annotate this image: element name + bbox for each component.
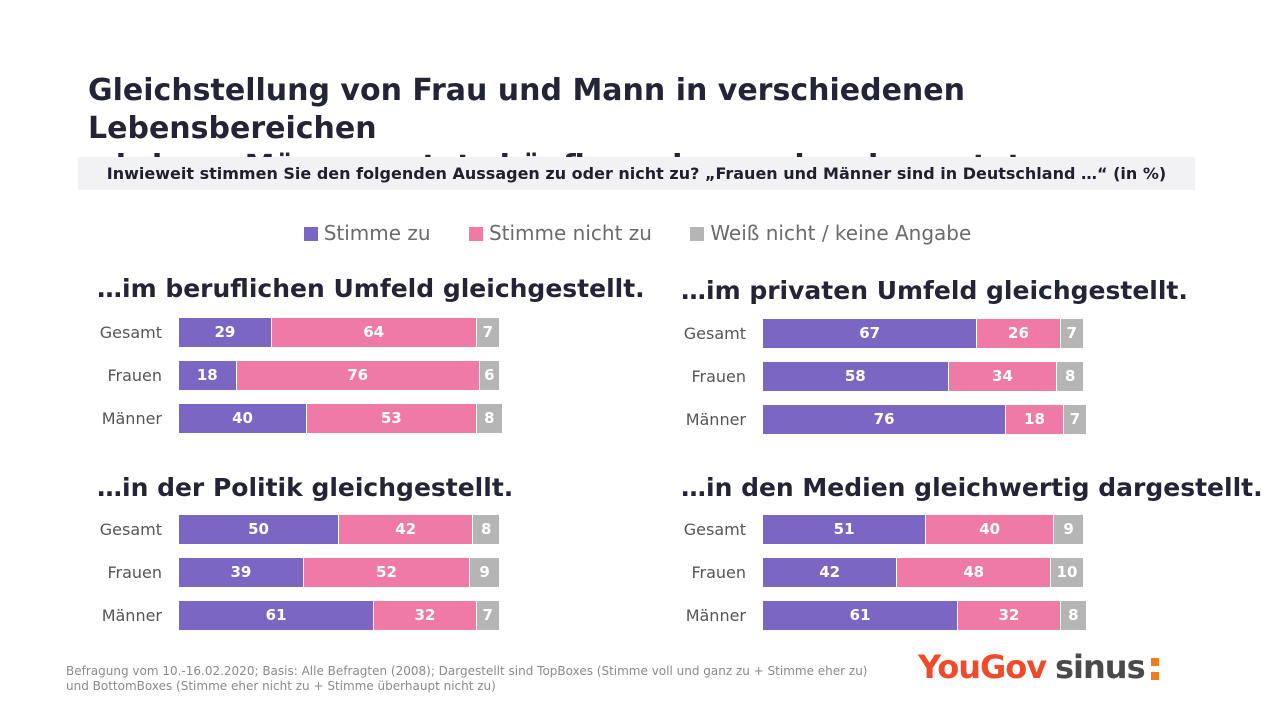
bar-segment-disagree: 40 [926, 515, 1055, 544]
question-text: Inwieweit stimmen Sie den folgenden Auss… [106, 164, 1167, 183]
bar-segment-disagree: 48 [897, 558, 1051, 587]
legend-item-disagree: Stimme nicht zu [468, 220, 652, 245]
category-label: Frauen [691, 563, 746, 582]
bar-row: 61 32 8 [763, 601, 1087, 630]
category-label: Frauen [107, 563, 162, 582]
bar-segment-unknown: 7 [1063, 405, 1087, 434]
legend: Stimme zu Stimme nicht zu Weiß nicht / k… [0, 219, 1275, 245]
footnote-line-2: und BottomBoxes (Stimme eher nicht zu + … [66, 679, 496, 693]
bar-segment-agree: 61 [763, 601, 959, 630]
category-label: Männer [685, 606, 746, 625]
bar-row: 61 32 7 [179, 601, 499, 630]
bar-segment-agree: 51 [763, 515, 927, 544]
bar-segment-agree: 58 [763, 362, 949, 391]
bar-row: 29 64 7 [179, 318, 499, 347]
bar-segment-unknown: 8 [476, 404, 503, 433]
bar-row: 58 34 8 [763, 362, 1083, 391]
bar-segment-disagree: 76 [236, 361, 480, 390]
bar-segment-unknown: 7 [1060, 319, 1083, 348]
sinus-logo-dot-top [1151, 658, 1159, 666]
bar-segment-agree: 40 [179, 404, 307, 433]
legend-swatch-disagree [468, 226, 483, 241]
legend-label-agree: Stimme zu [323, 220, 431, 245]
bar-segment-disagree: 64 [271, 318, 477, 347]
bar-segment-unknown: 8 [1060, 601, 1087, 630]
bar-segment-disagree: 32 [374, 601, 477, 630]
bar-segment-agree: 50 [179, 515, 339, 544]
bar-segment-agree: 29 [179, 318, 272, 347]
legend-item-unknown: Weiß nicht / keine Angabe [690, 221, 971, 245]
bar-segment-disagree: 52 [303, 558, 471, 587]
bar-row: 42 48 10 [763, 558, 1083, 587]
bar-segment-disagree: 34 [948, 362, 1058, 391]
bar-segment-unknown: 7 [476, 318, 499, 347]
panel-title-2: …in der Politik gleichgestellt. [97, 473, 514, 502]
bar-segment-disagree: 53 [307, 404, 477, 433]
bar-segment-unknown: 9 [470, 558, 499, 587]
footnote-line-1: Befragung vom 10.-16.02.2020; Basis: All… [66, 664, 868, 678]
bar-row: 39 52 9 [179, 558, 499, 587]
bar-segment-unknown: 7 [476, 601, 499, 630]
category-label: Männer [101, 409, 162, 428]
bar-row: 51 40 9 [763, 515, 1083, 544]
panel-title-0: …im beruflichen Umfeld gleichgestellt. [97, 274, 645, 303]
bar-row: 76 18 7 [763, 405, 1087, 434]
bar-segment-unknown: 10 [1050, 558, 1083, 587]
category-label: Gesamt [99, 520, 162, 539]
category-label: Frauen [107, 366, 162, 385]
legend-swatch-unknown [690, 226, 705, 241]
bar-row: 18 76 6 [179, 361, 499, 390]
title-line-1: Gleichstellung von Frau und Mann in vers… [88, 73, 965, 146]
bar-segment-agree: 76 [763, 405, 1007, 434]
bar-row: 67 26 7 [763, 319, 1083, 348]
category-label: Männer [101, 606, 162, 625]
panel-title-1: …im privaten Umfeld gleichgestellt. [681, 276, 1188, 305]
sinus-logo-dot-bottom [1151, 672, 1159, 680]
bar-segment-unknown: 6 [479, 361, 499, 390]
bar-row: 40 53 8 [179, 404, 503, 433]
panel-title-3: …in den Medien gleichwertig dargestellt. [681, 473, 1263, 502]
yougov-logo: YouGov [918, 648, 1047, 686]
bar-segment-unknown: 9 [1054, 515, 1083, 544]
legend-swatch-agree [303, 226, 318, 241]
bar-segment-disagree: 26 [977, 319, 1061, 348]
category-label: Gesamt [683, 520, 746, 539]
bar-segment-agree: 67 [763, 319, 978, 348]
question-band: Inwieweit stimmen Sie den folgenden Auss… [78, 157, 1195, 190]
bar-segment-agree: 18 [179, 361, 237, 390]
bar-segment-agree: 39 [179, 558, 304, 587]
footnote: Befragung vom 10.-16.02.2020; Basis: All… [66, 664, 896, 694]
legend-label-unknown: Weiß nicht / keine Angabe [710, 220, 972, 245]
bar-segment-disagree: 18 [1006, 405, 1064, 434]
legend-label-disagree: Stimme nicht zu [488, 220, 652, 245]
bar-row: 50 42 8 [179, 515, 499, 544]
category-label: Gesamt [683, 324, 746, 343]
bar-segment-disagree: 42 [339, 515, 474, 544]
bar-segment-agree: 42 [763, 558, 898, 587]
bar-segment-agree: 61 [179, 601, 375, 630]
bar-segment-unknown: 8 [1057, 362, 1083, 391]
legend-item-agree: Stimme zu [303, 220, 431, 245]
sinus-logo: sinus [1055, 648, 1146, 686]
category-label: Frauen [691, 367, 746, 386]
category-label: Männer [685, 410, 746, 429]
bar-segment-disagree: 32 [958, 601, 1061, 630]
bar-segment-unknown: 8 [473, 515, 499, 544]
category-label: Gesamt [99, 323, 162, 342]
